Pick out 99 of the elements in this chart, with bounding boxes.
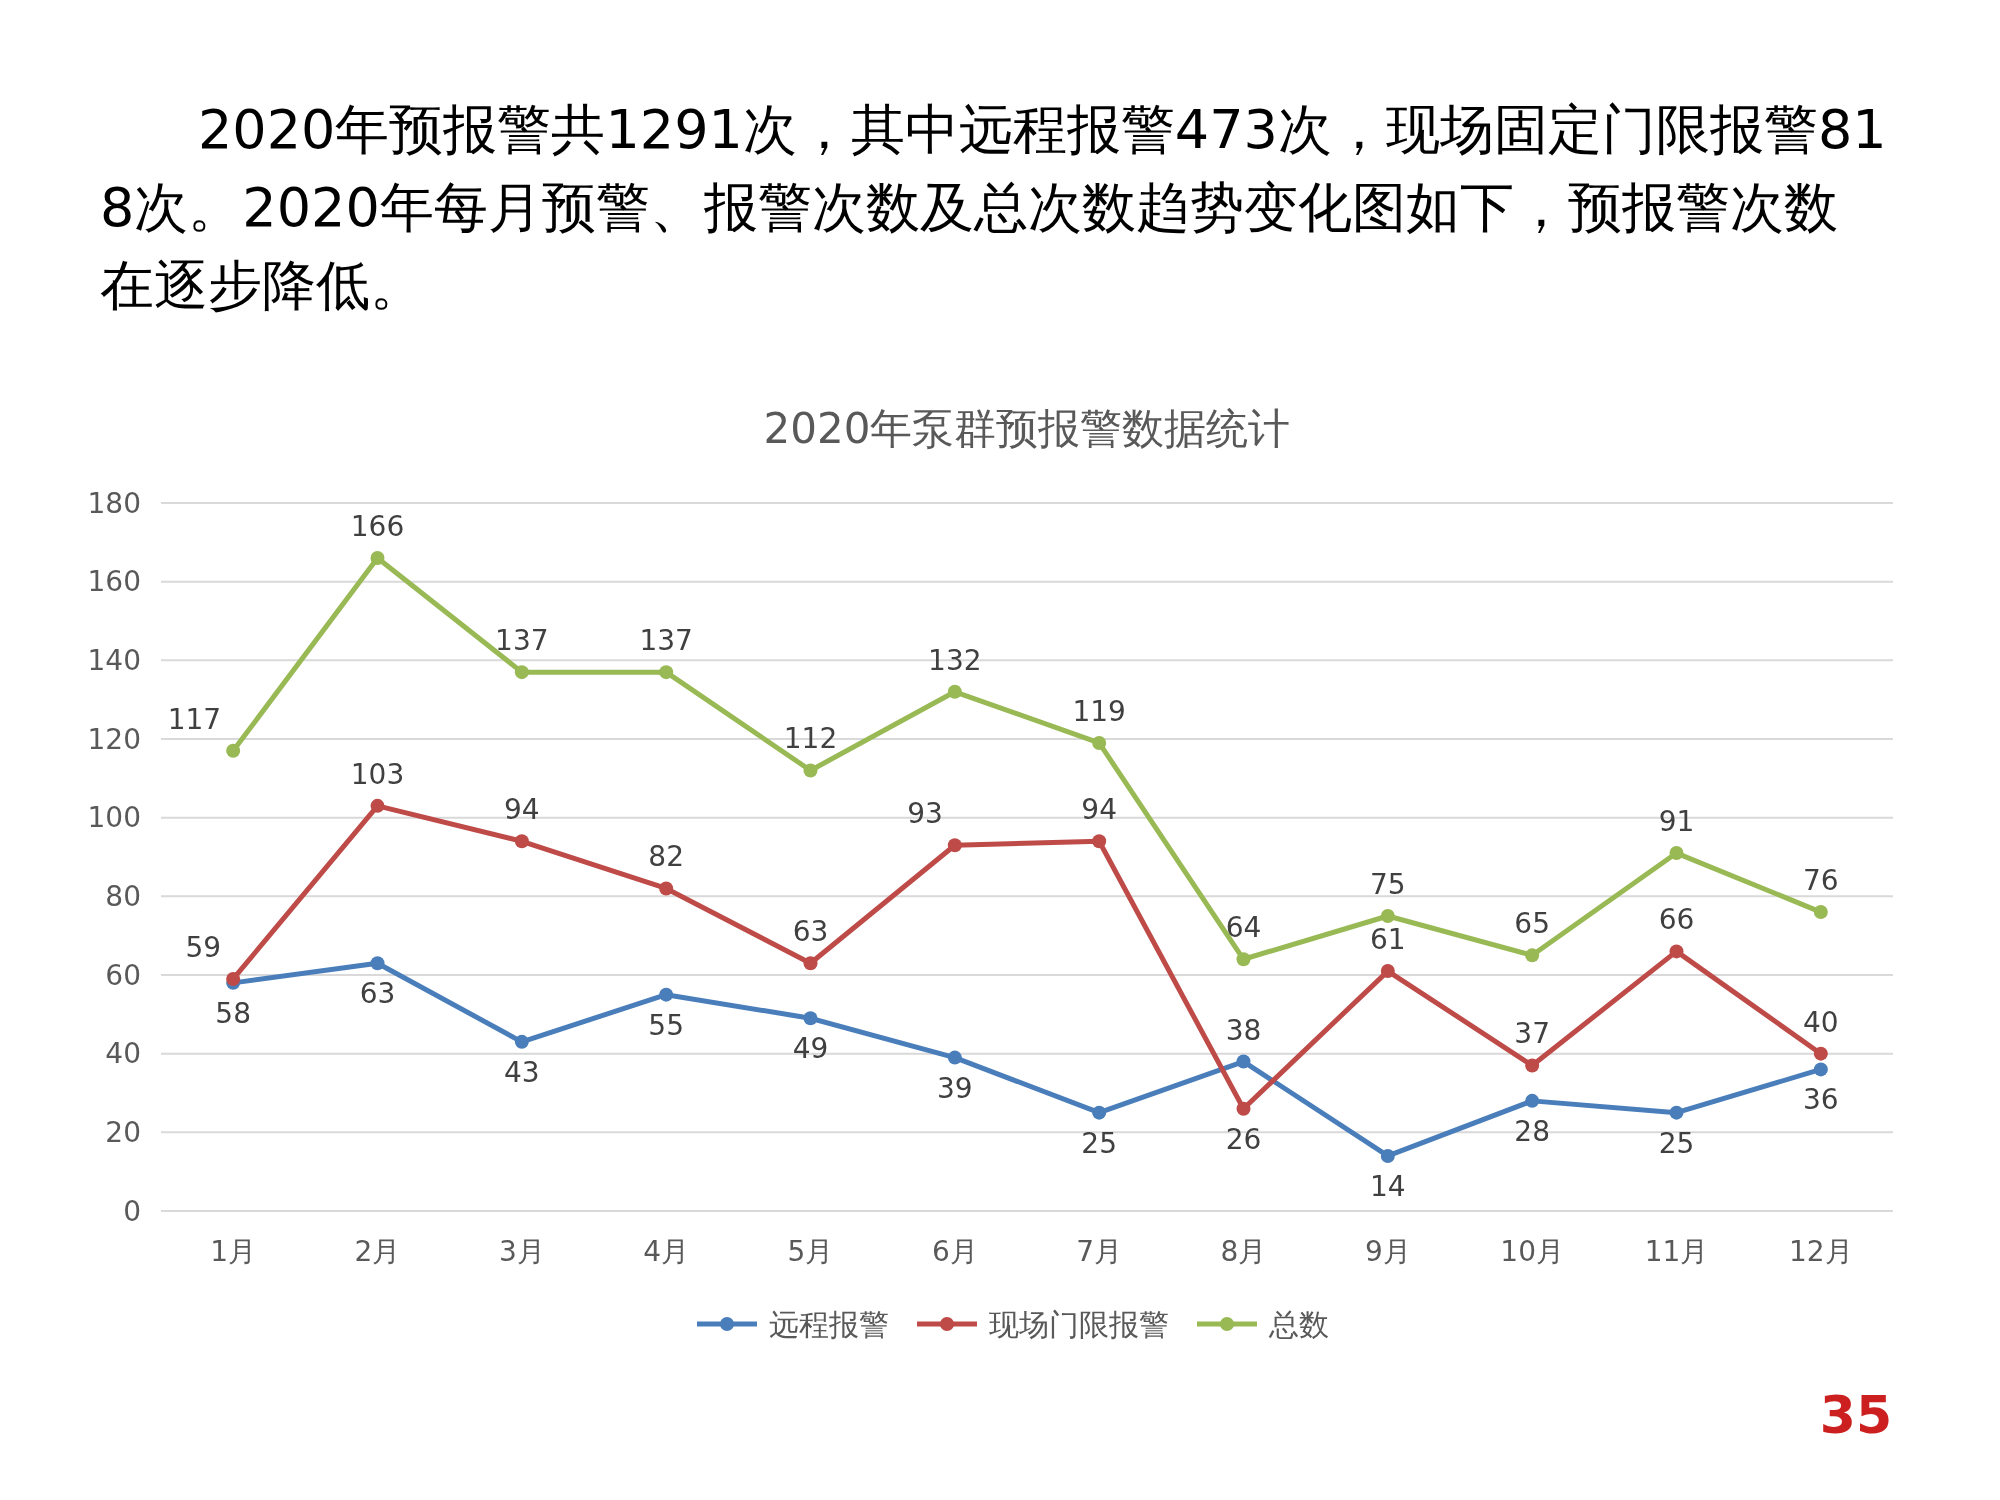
point bbox=[1092, 834, 1107, 849]
x-tick-label: 2月 bbox=[354, 1235, 401, 1268]
point bbox=[370, 956, 385, 971]
y-tick-label: 120 bbox=[87, 722, 141, 756]
x-tick-label: 7月 bbox=[1076, 1235, 1123, 1268]
point bbox=[659, 665, 674, 680]
data-label: 137 bbox=[639, 624, 693, 658]
point bbox=[226, 743, 241, 758]
data-label: 37 bbox=[1514, 1017, 1550, 1051]
point bbox=[1525, 1058, 1540, 1073]
point bbox=[1236, 1101, 1251, 1116]
point bbox=[1669, 944, 1684, 959]
text: 35 bbox=[1819, 1385, 1893, 1445]
data-label: 25 bbox=[1081, 1126, 1117, 1160]
point bbox=[1380, 909, 1395, 923]
data-label: 103 bbox=[350, 757, 405, 791]
data-label: 65 bbox=[1514, 907, 1550, 941]
y-tick-label: 40 bbox=[105, 1037, 141, 1071]
y-tick-label: 80 bbox=[105, 880, 141, 914]
data-label: 63 bbox=[792, 915, 829, 949]
data-label: 119 bbox=[1072, 694, 1126, 728]
point bbox=[1669, 1105, 1684, 1120]
point bbox=[370, 798, 385, 813]
point bbox=[1813, 905, 1828, 920]
data-label: 94 bbox=[1081, 793, 1117, 827]
x-tick-label: 1月 bbox=[210, 1235, 257, 1268]
point bbox=[1092, 735, 1107, 750]
y-tick-label: 0 bbox=[123, 1194, 141, 1228]
chart-title: 2020年泵群预报警数据统计 bbox=[763, 404, 1291, 453]
data-label: 112 bbox=[783, 722, 838, 756]
point bbox=[1813, 1046, 1828, 1061]
data-label: 117 bbox=[167, 702, 222, 736]
point bbox=[803, 1011, 818, 1026]
legend-label: 现场门限报警 bbox=[989, 1306, 1169, 1342]
x-tick-label: 8月 bbox=[1220, 1235, 1267, 1268]
legend-label: 远程报警 bbox=[769, 1306, 889, 1342]
data-label: 26 bbox=[1225, 1122, 1262, 1156]
data-label: 94 bbox=[504, 793, 540, 827]
point bbox=[514, 834, 529, 849]
point bbox=[947, 684, 962, 699]
text: 2020年预报警共1291次，其中远程报警473次，现场固定门限报警818次。2020年每月预警、报警次数及总次数趋势变化图如下，预报警次数在逐步降低。 bbox=[100, 98, 1887, 317]
point bbox=[1236, 1054, 1251, 1069]
y-tick-label: 180 bbox=[87, 486, 141, 520]
point bbox=[947, 1050, 962, 1065]
x-tick-label: 6月 bbox=[931, 1235, 978, 1268]
y-tick-label: 140 bbox=[87, 644, 141, 678]
legend-label: 总数 bbox=[1268, 1306, 1329, 1342]
data-label: 82 bbox=[648, 840, 684, 874]
point bbox=[1236, 952, 1251, 967]
data-label: 14 bbox=[1370, 1169, 1406, 1203]
data-label: 166 bbox=[350, 510, 405, 544]
point bbox=[1380, 964, 1395, 979]
point bbox=[226, 971, 241, 986]
point bbox=[370, 551, 385, 566]
data-label: 49 bbox=[792, 1032, 829, 1066]
point bbox=[947, 838, 962, 853]
x-tick-label: 9月 bbox=[1364, 1235, 1411, 1268]
data-label: 137 bbox=[495, 624, 549, 658]
data-label: 59 bbox=[185, 930, 222, 964]
point bbox=[803, 763, 818, 778]
data-label: 28 bbox=[1514, 1114, 1550, 1148]
x-tick-label: 12月 bbox=[1789, 1235, 1853, 1268]
point bbox=[659, 881, 674, 896]
data-label: 39 bbox=[937, 1071, 973, 1105]
data-label: 63 bbox=[359, 977, 396, 1011]
x-tick-label: 10月 bbox=[1500, 1235, 1564, 1268]
data-label: 93 bbox=[907, 797, 943, 831]
data-label: 25 bbox=[1658, 1126, 1695, 1160]
x-tick-label: 11月 bbox=[1644, 1235, 1709, 1268]
y-tick-label: 20 bbox=[105, 1116, 141, 1150]
data-label: 40 bbox=[1803, 1005, 1839, 1039]
y-tick-label: 160 bbox=[87, 565, 141, 599]
point bbox=[514, 1034, 529, 1049]
y-tick-label: 100 bbox=[87, 801, 141, 835]
x-tick-label: 3月 bbox=[498, 1235, 545, 1268]
point bbox=[1669, 846, 1684, 861]
point bbox=[1525, 1093, 1540, 1108]
point bbox=[659, 987, 674, 1002]
data-label: 64 bbox=[1225, 911, 1262, 945]
data-label: 38 bbox=[1225, 1013, 1262, 1047]
point bbox=[803, 956, 818, 971]
data-label: 55 bbox=[648, 1008, 684, 1042]
x-tick-label: 5月 bbox=[787, 1235, 834, 1268]
data-label: 132 bbox=[928, 643, 982, 677]
data-label: 91 bbox=[1658, 805, 1695, 839]
data-label: 61 bbox=[1370, 923, 1406, 957]
y-tick-label: 60 bbox=[105, 958, 141, 992]
point bbox=[1092, 1105, 1107, 1120]
data-label: 36 bbox=[1803, 1083, 1839, 1117]
point bbox=[514, 665, 529, 680]
data-label: 43 bbox=[504, 1055, 540, 1089]
data-label: 58 bbox=[215, 996, 251, 1030]
point bbox=[1525, 948, 1540, 963]
point bbox=[1813, 1062, 1828, 1077]
data-label: 66 bbox=[1658, 903, 1695, 937]
data-label: 76 bbox=[1803, 864, 1839, 898]
point bbox=[1380, 1148, 1395, 1163]
x-tick-label: 4月 bbox=[643, 1235, 690, 1268]
data-label: 75 bbox=[1370, 868, 1406, 901]
